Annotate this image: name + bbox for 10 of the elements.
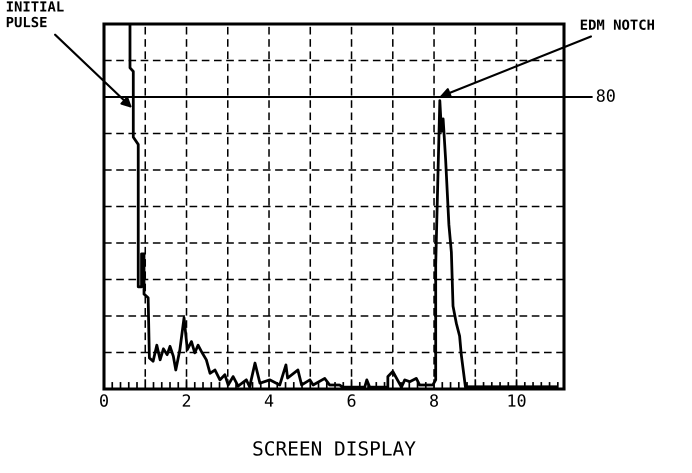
annotation: EDM NOTCH [580, 19, 654, 30]
ref-line-label: 80 [596, 89, 615, 102]
x-tick-label: 8 [430, 394, 438, 407]
x-tick-label: 0 [100, 394, 108, 407]
x-tick-label: 6 [348, 394, 356, 407]
x-axis-title: SCREEN DISPLAY [253, 441, 416, 456]
annotation: INITIAL PULSE [6, 1, 64, 28]
x-tick-label: 2 [182, 394, 190, 407]
x-tick-label: 4 [264, 394, 274, 407]
x-tick-label: 10 [508, 394, 526, 407]
